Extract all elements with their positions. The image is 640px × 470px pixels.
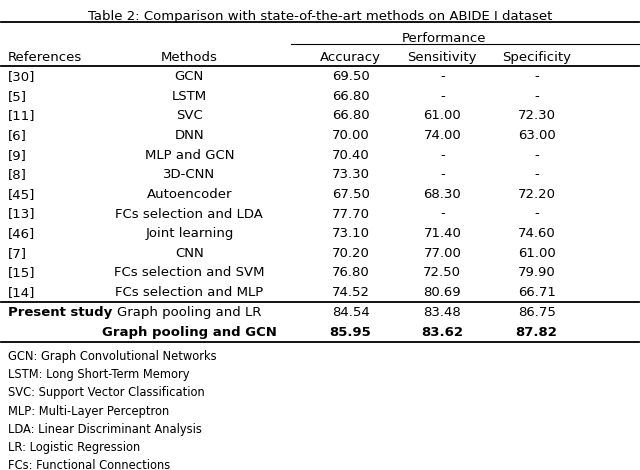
Text: [13]: [13]: [8, 207, 35, 220]
Text: [6]: [6]: [8, 129, 27, 142]
Text: -: -: [440, 149, 445, 162]
Text: Table 2: Comparison with state-of-the-art methods on ABIDE I dataset: Table 2: Comparison with state-of-the-ar…: [88, 10, 552, 23]
Text: MLP and GCN: MLP and GCN: [145, 149, 234, 162]
Text: 73.30: 73.30: [332, 168, 369, 181]
Text: [9]: [9]: [8, 149, 27, 162]
Text: Performance: Performance: [401, 32, 486, 45]
Text: [8]: [8]: [8, 168, 27, 181]
Text: LSTM: Long Short-Term Memory: LSTM: Long Short-Term Memory: [8, 368, 189, 381]
Text: -: -: [440, 70, 445, 83]
Text: [11]: [11]: [8, 110, 35, 122]
Text: 69.50: 69.50: [332, 70, 369, 83]
Text: 3D-CNN: 3D-CNN: [163, 168, 216, 181]
Text: FCs selection and LDA: FCs selection and LDA: [115, 207, 263, 220]
Text: SVC: Support Vector Classification: SVC: Support Vector Classification: [8, 386, 205, 400]
Text: FCs: Functional Connections: FCs: Functional Connections: [8, 459, 170, 470]
Text: GCN: GCN: [175, 70, 204, 83]
Text: References: References: [8, 51, 82, 64]
Text: Specificity: Specificity: [502, 51, 571, 64]
Text: -: -: [534, 207, 539, 220]
Text: 77.70: 77.70: [332, 207, 369, 220]
Text: Sensitivity: Sensitivity: [408, 51, 477, 64]
Text: GCN: Graph Convolutional Networks: GCN: Graph Convolutional Networks: [8, 350, 216, 363]
Text: [7]: [7]: [8, 247, 27, 260]
Text: 66.80: 66.80: [332, 110, 369, 122]
Text: [45]: [45]: [8, 188, 35, 201]
Text: 74.00: 74.00: [424, 129, 461, 142]
Text: MLP: Multi-Layer Perceptron: MLP: Multi-Layer Perceptron: [8, 405, 169, 417]
Text: 68.30: 68.30: [424, 188, 461, 201]
Text: LDA: Linear Discriminant Analysis: LDA: Linear Discriminant Analysis: [8, 423, 202, 436]
Text: 70.40: 70.40: [332, 149, 369, 162]
Text: -: -: [534, 149, 539, 162]
Text: 66.80: 66.80: [332, 90, 369, 103]
Text: DNN: DNN: [175, 129, 204, 142]
Text: 67.50: 67.50: [332, 188, 369, 201]
Text: SVC: SVC: [176, 110, 203, 122]
Text: 70.00: 70.00: [332, 129, 369, 142]
Text: LSTM: LSTM: [172, 90, 207, 103]
Text: FCs selection and SVM: FCs selection and SVM: [114, 266, 264, 279]
Text: Present study: Present study: [8, 306, 112, 320]
Text: 85.95: 85.95: [330, 326, 371, 339]
Text: 71.40: 71.40: [424, 227, 461, 240]
Text: 84.54: 84.54: [332, 306, 369, 320]
Text: Autoencoder: Autoencoder: [147, 188, 232, 201]
Text: -: -: [440, 90, 445, 103]
Text: 80.69: 80.69: [424, 286, 461, 299]
Text: 83.48: 83.48: [424, 306, 461, 320]
Text: CNN: CNN: [175, 247, 204, 260]
Text: 86.75: 86.75: [518, 306, 556, 320]
Text: 79.90: 79.90: [518, 266, 556, 279]
Text: 72.20: 72.20: [518, 188, 556, 201]
Text: -: -: [440, 207, 445, 220]
Text: 66.71: 66.71: [518, 286, 556, 299]
Text: 61.00: 61.00: [424, 110, 461, 122]
Text: 74.52: 74.52: [332, 286, 369, 299]
Text: 77.00: 77.00: [424, 247, 461, 260]
Text: LR: Logistic Regression: LR: Logistic Regression: [8, 441, 140, 454]
Text: 72.50: 72.50: [423, 266, 461, 279]
Text: Methods: Methods: [161, 51, 218, 64]
Text: Graph pooling and LR: Graph pooling and LR: [117, 306, 262, 320]
Text: 70.20: 70.20: [332, 247, 369, 260]
Text: -: -: [534, 70, 539, 83]
Text: 83.62: 83.62: [421, 326, 463, 339]
Text: -: -: [534, 168, 539, 181]
Text: Joint learning: Joint learning: [145, 227, 234, 240]
Text: 76.80: 76.80: [332, 266, 369, 279]
Text: -: -: [440, 168, 445, 181]
Text: [14]: [14]: [8, 286, 35, 299]
Text: 61.00: 61.00: [518, 247, 556, 260]
Text: Graph pooling and GCN: Graph pooling and GCN: [102, 326, 277, 339]
Text: 74.60: 74.60: [518, 227, 556, 240]
Text: 73.10: 73.10: [332, 227, 369, 240]
Text: 63.00: 63.00: [518, 129, 556, 142]
Text: [15]: [15]: [8, 266, 35, 279]
Text: 72.30: 72.30: [518, 110, 556, 122]
Text: [46]: [46]: [8, 227, 35, 240]
Text: FCs selection and MLP: FCs selection and MLP: [115, 286, 264, 299]
Text: [30]: [30]: [8, 70, 35, 83]
Text: Accuracy: Accuracy: [320, 51, 381, 64]
Text: -: -: [534, 90, 539, 103]
Text: [5]: [5]: [8, 90, 27, 103]
Text: 87.82: 87.82: [516, 326, 557, 339]
